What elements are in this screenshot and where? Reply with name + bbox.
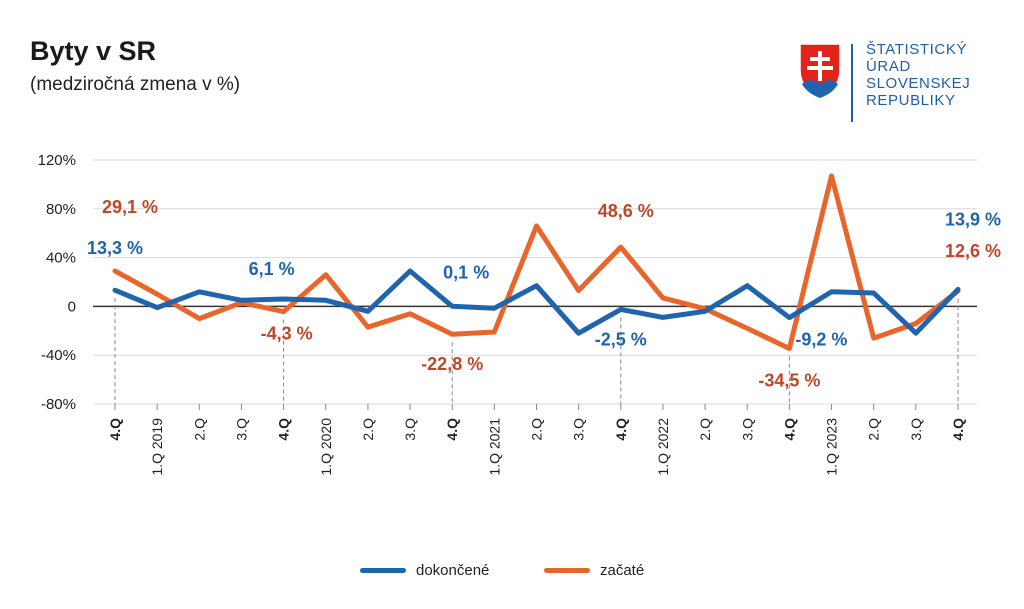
y-tick-label: -80% [41, 396, 76, 413]
statistical-office-logo: ŠTATISTICKÝ ÚRAD SLOVENSKEJ REPUBLIKY [798, 40, 998, 124]
x-tick-label: 3.Q [233, 418, 249, 441]
logo-line: ŠTATISTICKÝ [866, 41, 968, 58]
legend-label-started: začaté [600, 562, 645, 579]
x-tick-label: 4.Q [613, 418, 629, 441]
data-label: -34,5 % [758, 370, 820, 390]
data-label: -9,2 % [795, 330, 847, 350]
coat-of-arms-icon [799, 43, 841, 99]
data-label: 48,6 % [598, 201, 654, 221]
y-tick-label: 80% [46, 201, 76, 218]
data-label: 0,1 % [443, 262, 489, 282]
x-tick-label: 2.Q [866, 418, 882, 441]
logo-line: REPUBLIKY [866, 92, 956, 109]
data-label: 29,1 % [102, 197, 158, 217]
data-label: 13,3 % [87, 238, 143, 258]
y-tick-label: 0 [68, 298, 76, 315]
x-tick-label: 1.Q 2020 [318, 418, 334, 476]
legend-item-started: začaté [544, 562, 644, 579]
x-tick-label: 1.Q 2022 [655, 418, 671, 476]
chart-title: Byty v SR [30, 36, 157, 66]
y-tick-label: 40% [46, 250, 76, 267]
x-tick-label: 4.Q [444, 418, 460, 441]
logo-line: SLOVENSKEJ [866, 75, 971, 92]
data-label: 6,1 % [249, 259, 295, 279]
x-tick-label: 1.Q 2019 [149, 418, 165, 476]
logo-text: ŠTATISTICKÝ ÚRAD SLOVENSKEJ REPUBLIKY [866, 41, 970, 109]
x-tick-label: 3.Q [908, 418, 924, 441]
x-tick-label: 4.Q [781, 418, 797, 441]
x-tick-label: 2.Q [360, 418, 376, 441]
x-tick-label: 2.Q [697, 418, 713, 441]
x-tick-label: 3.Q [739, 418, 755, 441]
x-tick-label: 2.Q [529, 418, 545, 441]
y-tick-label: 120% [38, 152, 76, 169]
series-line-completed [112, 268, 961, 336]
x-tick-label: 4.Q [950, 418, 966, 441]
x-tick-label: 3.Q [571, 418, 587, 441]
legend-swatch-completed [360, 568, 406, 573]
legend-item-completed: dokončené [360, 562, 489, 579]
x-tick-label: 1.Q 2023 [824, 418, 840, 476]
line-chart: -80% -40% 0 40% 80% 120% 4.Q 1.Q 2019 2.Q 3.Q 4.Q 1… [38, 152, 1001, 476]
legend: dokončené začaté [0, 562, 1024, 586]
data-label: 13,9 % [945, 209, 1001, 229]
series-line-started [112, 173, 961, 351]
data-label: -4,3 % [261, 324, 313, 344]
legend-label-completed: dokončené [416, 562, 490, 579]
data-label: -2,5 % [595, 329, 647, 349]
legend-swatch-started [544, 568, 590, 573]
x-tick-label: 3.Q [402, 418, 418, 441]
y-tick-label: -40% [41, 347, 76, 364]
x-tick-label: 4.Q [276, 418, 292, 441]
chart-subtitle: (medziročná zmena v %) [30, 74, 241, 95]
logo-line: ÚRAD [866, 58, 911, 75]
x-tick-label: 4.Q [107, 418, 123, 441]
logo-divider [851, 44, 853, 122]
x-tick-label: 1.Q 2021 [486, 418, 502, 476]
data-label: 12,6 % [945, 241, 1001, 261]
data-label: -22,8 % [421, 354, 483, 374]
x-tick-label: 2.Q [191, 418, 207, 441]
